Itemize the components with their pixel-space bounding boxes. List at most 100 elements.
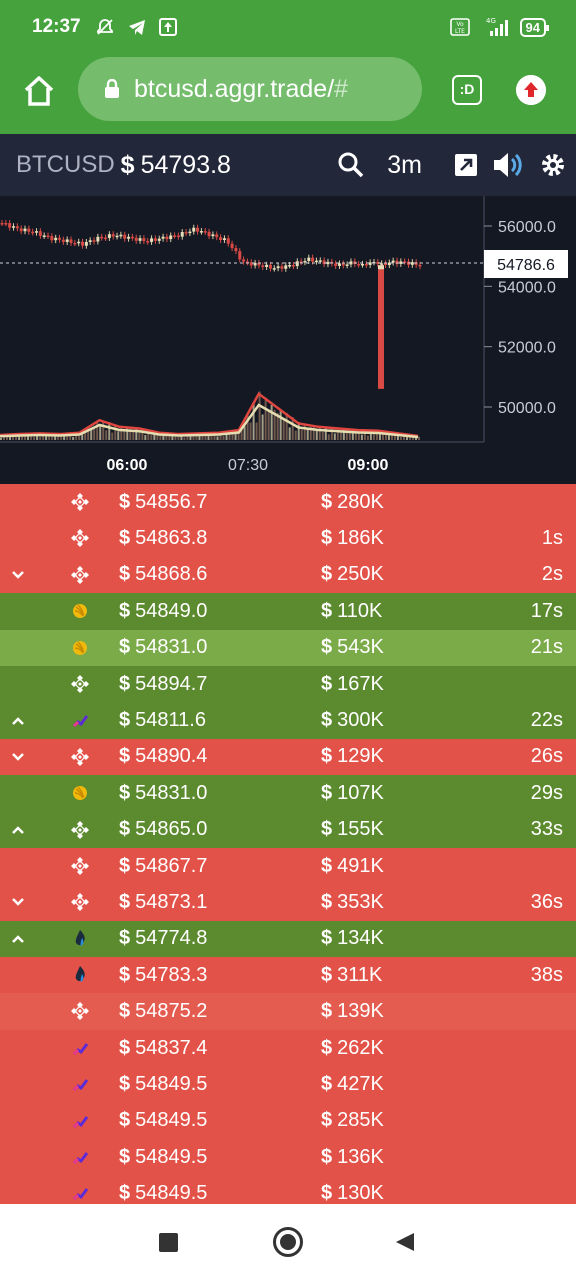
binance-icon xyxy=(70,856,90,876)
volume-bar xyxy=(12,435,15,440)
trade-amount: $543K xyxy=(321,636,384,659)
trade-row[interactable]: $54849.0 $110K 17s xyxy=(0,593,576,630)
trade-row[interactable]: $54863.8 $186K 1s xyxy=(0,520,576,557)
trade-amount: $250K xyxy=(321,563,384,586)
popout-icon[interactable] xyxy=(454,153,478,177)
price-chart[interactable]: 56000.0 54000.0 52000.0 50000.0 54786.6 06:… xyxy=(0,196,576,484)
y-tick-label: 52000.0 xyxy=(498,340,556,357)
trade-amount: $167K xyxy=(321,672,384,695)
trade-row[interactable]: $54890.4 $129K 26s xyxy=(0,738,576,776)
trade-row[interactable]: $54894.7 $167K xyxy=(0,665,576,703)
bitmex-icon xyxy=(70,601,90,621)
trade-row[interactable]: $54867.7 $491K xyxy=(0,847,576,885)
candle xyxy=(303,261,307,263)
volume-icon[interactable] xyxy=(492,150,528,180)
trade-age: 33s xyxy=(530,818,563,841)
volume-bar xyxy=(123,430,126,440)
mute-icon xyxy=(96,19,113,35)
volume-bar xyxy=(21,435,24,440)
candle xyxy=(380,263,384,265)
volume-bar xyxy=(201,434,204,440)
trade-row[interactable]: $54849.5 $427K xyxy=(0,1066,576,1103)
candle xyxy=(31,231,35,234)
trade-amount: $280K xyxy=(321,490,384,513)
candle xyxy=(219,237,223,241)
trade-price: $54849.5 xyxy=(119,1145,208,1168)
candle xyxy=(334,263,338,266)
volume-bar xyxy=(369,430,372,440)
tab-switcher-button[interactable]: :D xyxy=(452,75,482,105)
candle xyxy=(387,262,391,266)
trade-row[interactable]: $54811.6 $300K 22s xyxy=(0,702,576,739)
trade-price: $54867.7 xyxy=(119,854,208,877)
volume-bar xyxy=(90,428,93,440)
volume-bar xyxy=(222,436,225,440)
trade-price: $54783.3 xyxy=(119,963,208,986)
trade-age: 26s xyxy=(530,745,563,768)
volume-bar xyxy=(36,433,39,440)
url-bar[interactable]: btcusd.aggr.trade/# xyxy=(78,57,422,121)
candle xyxy=(203,231,207,233)
candle xyxy=(265,264,269,268)
volume-bar xyxy=(324,426,327,440)
candle xyxy=(27,228,31,232)
timeframe-selector[interactable]: 3m xyxy=(387,150,422,179)
trade-row[interactable]: $54849.5 $285K xyxy=(0,1102,576,1140)
volume-bar xyxy=(276,412,279,440)
trade-amount: $155K xyxy=(321,818,384,841)
candle xyxy=(104,237,108,240)
current-price-tag xyxy=(484,250,568,278)
home-icon[interactable] xyxy=(22,74,56,108)
svg-text:4G: 4G xyxy=(486,17,496,25)
trade-row[interactable]: $54837.4 $262K xyxy=(0,1029,576,1067)
trade-row[interactable]: $54875.2 $139K xyxy=(0,993,576,1030)
trade-row[interactable]: $54868.6 $250K 2s xyxy=(0,556,576,594)
volume-bar xyxy=(198,433,201,440)
volume-bar xyxy=(330,427,333,440)
volume-bar xyxy=(216,436,219,440)
candle xyxy=(23,228,27,232)
trade-price: $54849.5 xyxy=(119,1072,208,1095)
candle xyxy=(196,227,200,232)
candle xyxy=(176,235,180,238)
y-tick-label: 56000.0 xyxy=(498,219,556,236)
trade-row[interactable]: $54856.7 $280K xyxy=(0,484,576,521)
candle xyxy=(130,236,134,239)
volume-bar xyxy=(285,413,288,440)
volume-bar xyxy=(387,433,390,440)
spike-candle-top xyxy=(378,265,384,270)
search-icon[interactable] xyxy=(337,151,365,179)
trade-price: $54849.5 xyxy=(119,1182,208,1205)
recents-icon[interactable] xyxy=(159,1233,178,1252)
update-icon[interactable] xyxy=(516,75,546,105)
trade-price: $54865.0 xyxy=(119,818,208,841)
url-hash: # xyxy=(334,74,349,103)
candle xyxy=(146,241,150,243)
trade-amount: $353K xyxy=(321,890,384,913)
volume-bar xyxy=(399,436,402,440)
sell-volume-line xyxy=(0,391,419,438)
back-icon[interactable] xyxy=(394,1231,416,1253)
trade-row[interactable]: $54783.3 $311K 38s xyxy=(0,957,576,994)
candle xyxy=(242,259,246,262)
trade-row[interactable]: $54873.1 $353K 36s xyxy=(0,884,576,921)
volume-bar xyxy=(273,409,276,440)
settings-gear-icon[interactable] xyxy=(540,152,566,178)
volume-bar xyxy=(117,431,120,440)
candle xyxy=(15,226,19,229)
volume-bar xyxy=(327,434,330,440)
home-nav-icon[interactable] xyxy=(273,1227,303,1257)
trade-price: $54868.6 xyxy=(119,563,208,586)
volume-bar xyxy=(48,433,51,440)
trade-row[interactable]: $54831.0 $107K 29s xyxy=(0,775,576,812)
volume-bar xyxy=(168,433,171,440)
candle xyxy=(65,239,69,242)
volume-bar xyxy=(240,427,243,440)
trade-price: $54894.7 xyxy=(119,672,208,695)
trade-row[interactable]: $54831.0 $543K 21s xyxy=(0,629,576,666)
trade-row[interactable]: $54865.0 $155K 33s xyxy=(0,811,576,848)
browser-toolbar: btcusd.aggr.trade/# :D xyxy=(0,54,576,134)
lock-icon xyxy=(105,79,119,98)
trade-row[interactable]: $54774.8 $134K xyxy=(0,920,576,958)
trade-row[interactable]: $54849.5 $136K xyxy=(0,1139,576,1176)
